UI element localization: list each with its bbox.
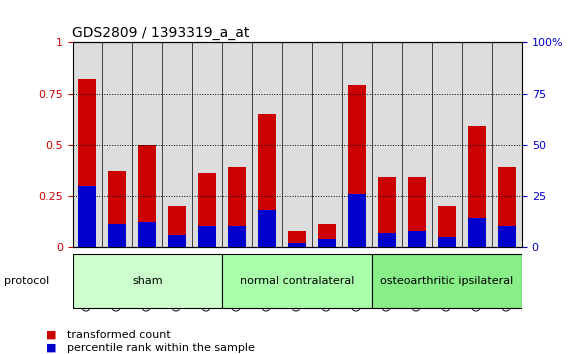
Bar [318,239,336,247]
Bar [402,42,432,247]
Text: ■: ■ [46,343,57,353]
Bar [438,206,456,247]
Text: sham: sham [132,276,163,286]
Bar [378,177,396,247]
Bar [78,185,96,247]
Bar [229,227,246,247]
Bar [498,227,516,247]
Bar [312,42,342,247]
Bar [342,42,372,247]
Bar [348,85,366,247]
Bar [193,42,222,247]
Text: protocol: protocol [3,276,49,286]
Text: transformed count: transformed count [67,330,171,339]
Bar [318,224,336,247]
Bar [288,243,306,247]
Bar [498,167,516,247]
Bar [468,218,486,247]
Bar [108,224,126,247]
Bar [168,235,186,247]
Bar [139,222,157,247]
Text: osteoarthritic ipsilateral: osteoarthritic ipsilateral [380,276,514,286]
Bar [168,206,186,247]
Bar [282,42,312,247]
Bar [372,42,402,247]
Bar [222,42,252,247]
Bar [252,42,282,247]
Bar [198,173,216,247]
Bar [222,254,372,308]
Bar [103,42,132,247]
Text: percentile rank within the sample: percentile rank within the sample [67,343,255,353]
Bar [229,167,246,247]
Bar [408,177,426,247]
Bar [78,79,96,247]
Text: normal contralateral: normal contralateral [240,276,354,286]
Bar [468,126,486,247]
Text: GDS2809 / 1393319_a_at: GDS2809 / 1393319_a_at [72,26,250,40]
Bar [258,114,276,247]
Bar [258,210,276,247]
Bar [372,254,522,308]
Bar [288,230,306,247]
Text: ■: ■ [46,330,57,339]
Bar [132,42,162,247]
Bar [108,171,126,247]
Bar [72,254,222,308]
Bar [462,42,492,247]
Bar [438,237,456,247]
Bar [198,227,216,247]
Bar [72,42,103,247]
Bar [162,42,193,247]
Bar [492,42,522,247]
Bar [432,42,462,247]
Bar [348,194,366,247]
Bar [408,230,426,247]
Bar [139,145,157,247]
Bar [378,233,396,247]
